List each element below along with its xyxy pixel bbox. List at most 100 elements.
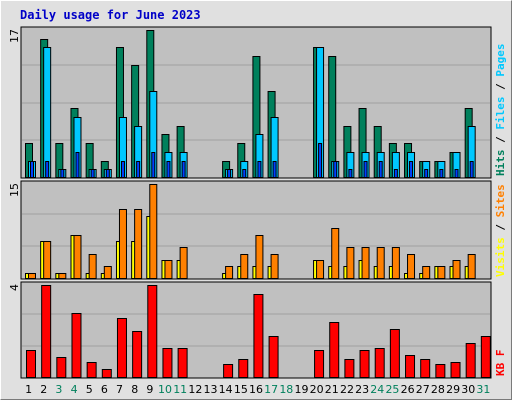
kbytes-bar bbox=[359, 350, 370, 378]
x-tick-label: 17 bbox=[264, 383, 278, 396]
pages-bar bbox=[272, 161, 277, 178]
kbytes-bar bbox=[268, 336, 279, 378]
x-tick-label: 13 bbox=[204, 383, 218, 396]
x-tick-label: 24 bbox=[370, 383, 384, 396]
kbytes-bar bbox=[177, 348, 188, 378]
pages-bar bbox=[227, 169, 232, 178]
pages-bar bbox=[30, 161, 34, 178]
kbytes-max-label: 4 bbox=[8, 284, 21, 291]
pages-bar bbox=[242, 169, 247, 178]
x-tick-label: 28 bbox=[431, 383, 445, 396]
kbytes-bar bbox=[374, 348, 385, 378]
visits-sites-axis-label: Visits / Sites bbox=[494, 184, 507, 277]
x-tick-label: 18 bbox=[279, 383, 293, 396]
sites-bar bbox=[452, 260, 461, 279]
pages-bar bbox=[136, 161, 141, 178]
x-tick-label: 4 bbox=[71, 383, 78, 396]
kbytes-bar bbox=[223, 364, 234, 378]
sites-bar bbox=[118, 209, 127, 279]
pages-bar bbox=[393, 169, 398, 178]
sites-bar bbox=[270, 254, 279, 279]
visits-sites-axis-label-part: Sites bbox=[494, 184, 507, 217]
sites-bar bbox=[361, 247, 370, 279]
sites-bar bbox=[28, 273, 36, 279]
x-tick-label: 9 bbox=[146, 383, 153, 396]
hits-files-pages-axis-label-part: Files bbox=[494, 97, 507, 130]
pages-bar bbox=[75, 152, 80, 178]
sites-bar bbox=[391, 247, 400, 279]
x-tick-label: 7 bbox=[116, 383, 123, 396]
sites-bar bbox=[467, 254, 476, 279]
x-tick-label: 14 bbox=[219, 383, 233, 396]
kbytes-bar bbox=[420, 359, 431, 378]
sites-bar bbox=[43, 241, 52, 279]
hits-files-pages-max-label: 17 bbox=[8, 29, 21, 43]
hits-files-pages-axis-label-part: Pages bbox=[494, 44, 507, 77]
x-tick-label: 16 bbox=[249, 383, 263, 396]
hits-files-pages-axis-label-part: / bbox=[494, 77, 507, 97]
sites-bar bbox=[316, 260, 325, 279]
pages-bar bbox=[363, 161, 368, 178]
hits-bar bbox=[328, 56, 337, 178]
sites-bar bbox=[88, 254, 97, 279]
sites-bar bbox=[103, 266, 112, 279]
kbytes-bar bbox=[344, 359, 355, 378]
x-tick-label: 20 bbox=[310, 383, 324, 396]
x-tick-label: 30 bbox=[461, 383, 475, 396]
kbytes-bar bbox=[71, 313, 82, 378]
sites-bar bbox=[376, 247, 385, 279]
pages-bar bbox=[257, 161, 262, 178]
sites-bar bbox=[149, 184, 158, 279]
pages-bar bbox=[318, 143, 323, 178]
pages-bar bbox=[105, 169, 110, 178]
pages-bar bbox=[166, 161, 171, 178]
x-tick-label: 3 bbox=[55, 383, 62, 396]
x-tick-label: 6 bbox=[101, 383, 108, 396]
hits-files-pages-axis-label: Hits / Files / Pages bbox=[494, 44, 507, 177]
kbytes-bar bbox=[450, 362, 461, 378]
kbytes-bar bbox=[314, 350, 325, 378]
kbytes-bar bbox=[480, 336, 491, 378]
pages-bar bbox=[45, 161, 50, 178]
hits-files-pages-axis-label-part: Hits bbox=[494, 150, 507, 177]
pages-bar bbox=[409, 161, 414, 178]
pages-bar bbox=[181, 161, 186, 178]
sites-bar bbox=[73, 235, 82, 279]
sites-bar bbox=[179, 247, 188, 279]
kbytes-bar bbox=[389, 329, 400, 378]
x-tick-label: 8 bbox=[131, 383, 138, 396]
sites-bar bbox=[437, 266, 446, 279]
visits-sites-axis-label-part: / bbox=[494, 217, 507, 237]
sites-bar bbox=[164, 260, 173, 279]
pages-bar bbox=[439, 169, 444, 178]
kbytes-bar bbox=[41, 285, 52, 378]
kbytes-bar bbox=[238, 359, 249, 378]
x-tick-label: 25 bbox=[385, 383, 399, 396]
kbytes-bar bbox=[132, 331, 143, 378]
x-tick-label: 21 bbox=[325, 383, 339, 396]
kbytes-bar bbox=[465, 343, 476, 378]
chart-title: Daily usage for June 2023 bbox=[20, 8, 201, 22]
x-tick-label: 27 bbox=[416, 383, 430, 396]
sites-bar bbox=[331, 228, 340, 279]
x-tick-label: 22 bbox=[340, 383, 354, 396]
x-tick-label: 29 bbox=[446, 383, 460, 396]
visits-sites-max-label: 15 bbox=[8, 183, 21, 197]
x-tick-label: 2 bbox=[40, 383, 47, 396]
x-tick-label: 1 bbox=[25, 383, 32, 396]
kbytes-axis-label: KB F bbox=[494, 350, 507, 377]
pages-bar bbox=[454, 169, 459, 178]
pages-bar bbox=[469, 161, 474, 178]
visits-sites-axis-label-part: Visits bbox=[494, 237, 507, 277]
sites-bar bbox=[134, 209, 143, 279]
x-tick-label: 15 bbox=[234, 383, 248, 396]
x-tick-label: 10 bbox=[158, 383, 172, 396]
x-tick-label: 5 bbox=[86, 383, 93, 396]
sites-bar bbox=[225, 266, 234, 279]
pages-bar bbox=[348, 169, 353, 178]
pages-bar bbox=[90, 169, 95, 178]
x-tick-label: 26 bbox=[401, 383, 415, 396]
kbytes-bar bbox=[329, 322, 340, 378]
kbytes-bar bbox=[405, 355, 416, 378]
